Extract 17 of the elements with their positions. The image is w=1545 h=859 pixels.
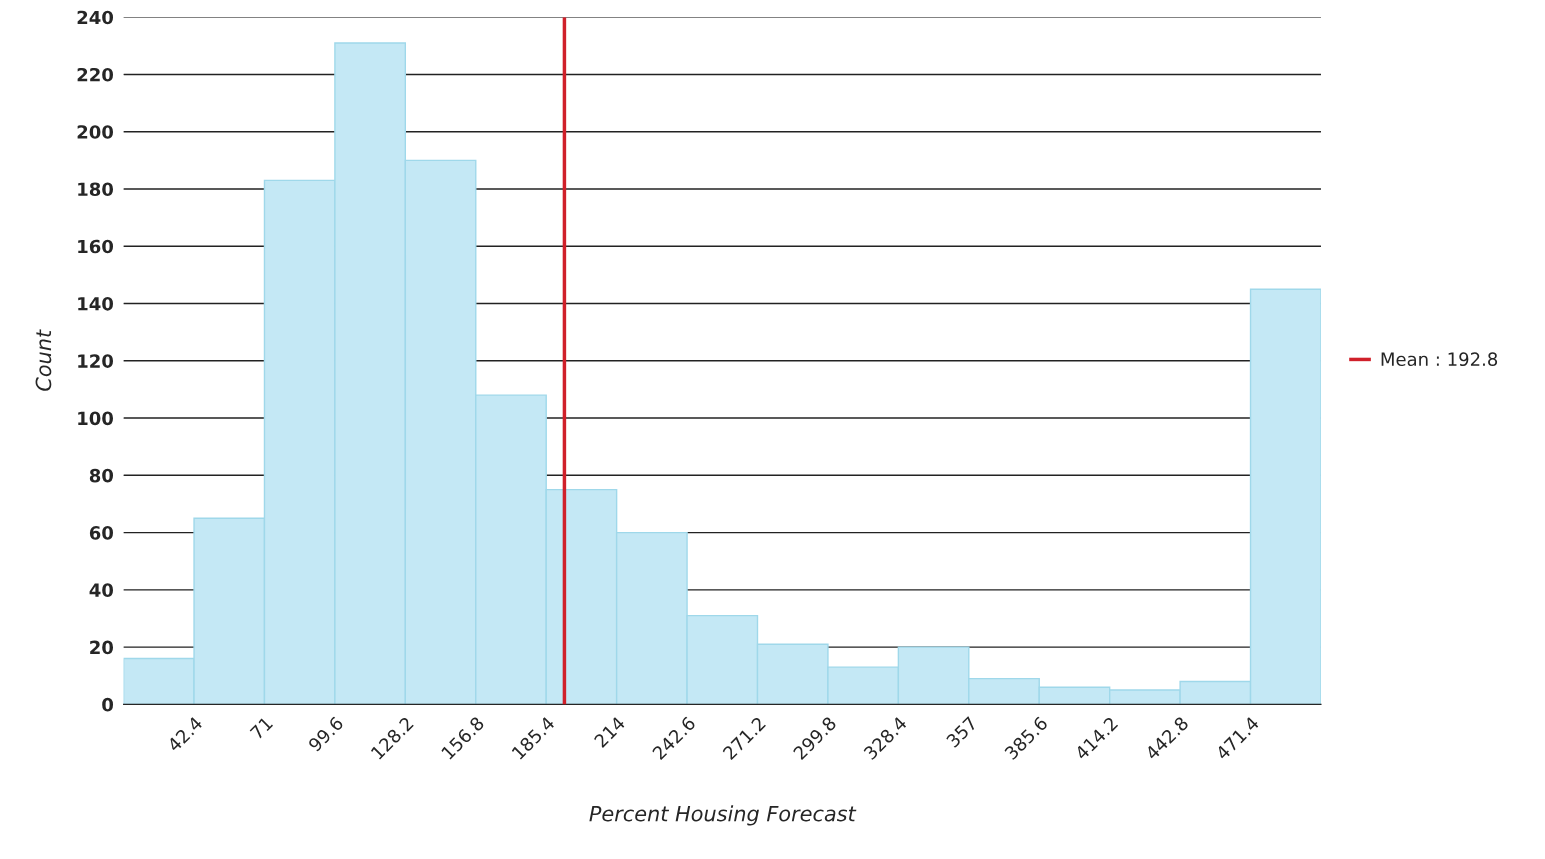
legend-label: Mean : 192.8 [1381,352,1498,367]
y-tick-label: 0 [102,697,114,712]
y-tick-label: 140 [78,296,114,311]
y-tick-label: 80 [89,468,114,483]
y-tick-label: 20 [90,640,114,655]
y-tick-label: 160 [78,239,114,254]
y-tick-label: 220 [77,67,114,82]
x-tick-label: 71 [249,716,273,740]
y-tick-label: 240 [77,10,114,25]
y-tick-label: 40 [89,583,114,597]
y-tick-label: 100 [78,411,114,426]
y-tick-label: 120 [78,354,114,368]
y-tick-label: 180 [78,182,114,197]
y-tick-label: 200 [77,125,114,139]
y-tick-label: 60 [89,526,114,540]
y-axis-title: Count [35,329,52,391]
x-axis-title: Percent Housing Forecast [589,805,857,826]
